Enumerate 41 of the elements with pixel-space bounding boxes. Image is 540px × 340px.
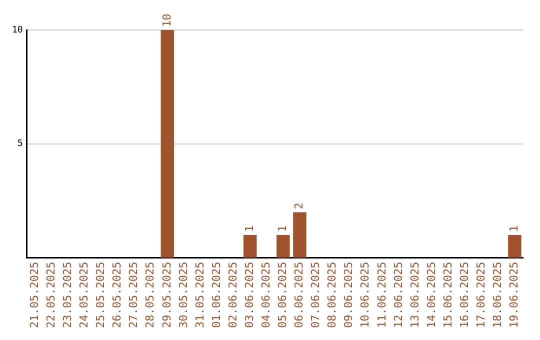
x-tick-label: 10.06.2025 <box>358 262 372 328</box>
x-tick-label: 15.06.2025 <box>441 262 454 328</box>
x-tick-label: 22.05.2025 <box>44 262 58 328</box>
bar <box>276 234 290 258</box>
x-tick-label: 24.05.2025 <box>78 262 91 328</box>
x-tick-label: 14.06.2025 <box>424 262 438 328</box>
bar <box>160 30 174 258</box>
x-tick-label: 13.06.2025 <box>408 262 422 328</box>
x-tick-label: 25.05.2025 <box>94 262 108 328</box>
x-tick-label: 04.06.2025 <box>259 262 272 328</box>
x-tick-label: 07.06.2025 <box>309 262 322 328</box>
data-label: 1 <box>508 225 521 232</box>
x-tick-label: 28.05.2025 <box>144 262 157 328</box>
x-tick-label: 18.06.2025 <box>491 262 504 328</box>
bar <box>508 234 522 258</box>
x-tick-label: 30.05.2025 <box>176 262 190 328</box>
x-tick-label: 31.05.2025 <box>193 262 206 328</box>
x-tick-label: 19.06.2025 <box>508 262 521 328</box>
bar <box>293 212 306 258</box>
data-label: 2 <box>292 202 306 210</box>
x-tick-label: 06.06.2025 <box>292 262 306 328</box>
y-tick-label: 5 <box>17 139 23 150</box>
bar <box>243 234 257 258</box>
x-tick-label: 09.06.2025 <box>342 262 356 328</box>
x-tick-label: 27.05.2025 <box>127 262 140 328</box>
x-tick-label: 29.05.2025 <box>160 262 174 328</box>
x-tick-label: 01.06.2025 <box>210 262 223 328</box>
x-tick-label: 16.06.2025 <box>458 262 471 328</box>
x-tick-label: 11.06.2025 <box>375 262 388 328</box>
x-tick-label: 21.05.2025 <box>28 262 41 328</box>
x-tick-label: 17.06.2025 <box>474 262 488 328</box>
x-tick-label: 03.06.2025 <box>242 262 256 328</box>
x-tick-label: 02.06.2025 <box>226 262 240 328</box>
x-tick-label: 08.06.2025 <box>326 262 339 328</box>
x-tick-label: 05.06.2025 <box>276 262 290 328</box>
x-tick-label: 12.06.2025 <box>392 262 405 328</box>
data-label: 1 <box>242 225 256 232</box>
x-tick-label: 26.05.2025 <box>110 262 124 328</box>
data-label: 10 <box>160 14 174 27</box>
data-label: 1 <box>276 225 290 232</box>
x-tick-label: 23.05.2025 <box>61 262 74 328</box>
